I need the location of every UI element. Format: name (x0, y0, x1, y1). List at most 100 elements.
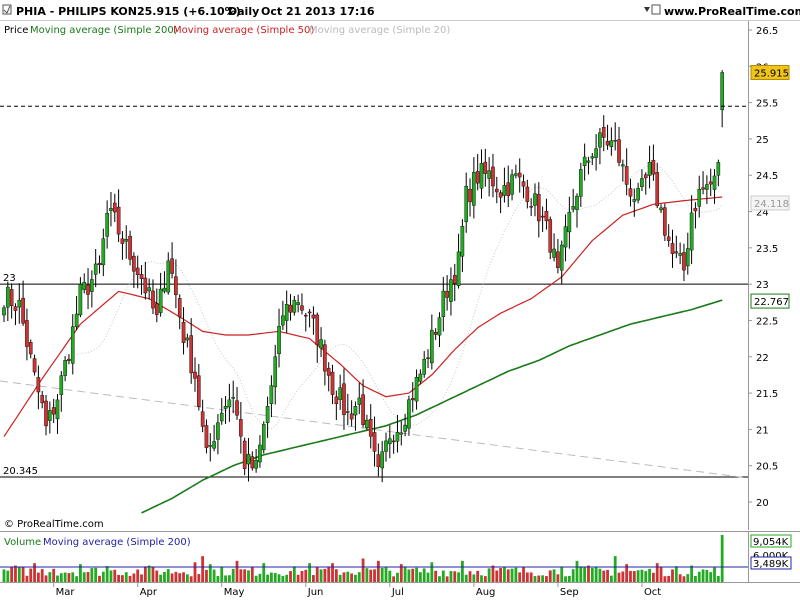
candle-up (216, 422, 220, 440)
candle-up (17, 299, 22, 308)
volume-bar (567, 575, 571, 582)
candle-down (544, 211, 549, 222)
volume-tick-label: 3,489K (753, 559, 789, 570)
volume-bar (625, 564, 629, 582)
volume-bar (552, 569, 556, 582)
volume-bar (90, 568, 94, 582)
candle-down (132, 255, 136, 272)
volume-bar (365, 568, 369, 582)
volume-bar (564, 576, 567, 582)
candle-up (319, 339, 323, 349)
volume-legend: Volume Moving average (Simple 200) (4, 537, 191, 548)
volume-bar (399, 564, 403, 582)
volume-tag-bg (750, 556, 792, 570)
volume-bar (525, 572, 529, 582)
volume-bar (86, 572, 90, 582)
candle-down (376, 454, 381, 467)
volume-bar (392, 576, 396, 582)
candle-down (674, 251, 679, 254)
candle-up (388, 438, 392, 444)
volume-bar (143, 566, 147, 582)
candle-down (189, 335, 193, 374)
volume-bar (606, 569, 609, 582)
volume-bar (331, 563, 334, 582)
volume-bar (227, 575, 231, 582)
candle-up (212, 441, 216, 449)
volume-bar (197, 574, 201, 582)
candle-up (647, 161, 652, 176)
candle-up (579, 169, 583, 197)
symbol-menu-icon[interactable] (2, 4, 12, 15)
candle-down (701, 187, 705, 190)
candle-down (135, 267, 140, 275)
volume-bar (147, 565, 151, 582)
volume-bar (10, 567, 14, 582)
candle-up (365, 419, 369, 428)
candle-up (460, 226, 465, 257)
candle-up (609, 140, 614, 148)
candle-down (193, 371, 197, 379)
volume-bar (457, 572, 460, 582)
volume-bar (384, 567, 388, 582)
candle-up (621, 164, 625, 167)
volume-bar (220, 566, 224, 582)
support-resistance-lines: 23 20.345 (0, 273, 748, 478)
candle-down (548, 219, 553, 253)
candle-up (598, 132, 602, 148)
volume-bar (415, 567, 418, 582)
price-axis: 26.52625.52524.52423.52322.52221.52120.5… (748, 26, 778, 509)
candle-up (414, 377, 419, 402)
candle-down (51, 407, 56, 415)
volume-bar (587, 565, 590, 582)
candle-down (204, 425, 209, 448)
volume-bar (178, 573, 182, 582)
candle-down (200, 411, 205, 427)
volume-bar (380, 567, 384, 582)
chart-settings-icon[interactable] (644, 4, 661, 15)
volume-bar (212, 569, 216, 582)
volume-bar (396, 572, 399, 582)
candle-down (475, 171, 480, 184)
volume-bar (609, 575, 613, 582)
candle-down (521, 181, 526, 187)
price-tick-label: 26.5 (756, 26, 778, 37)
candle-up (124, 239, 129, 242)
timestamp: Oct 21 2013 17:16 (261, 5, 375, 18)
candle-down (651, 159, 656, 175)
volume-bar (48, 572, 52, 582)
candle-down (494, 188, 499, 193)
volume-bar (690, 565, 693, 582)
site-link[interactable]: www.ProRealTime.com (664, 5, 800, 18)
volume-bar (350, 573, 354, 582)
volume-bar (674, 566, 678, 582)
candle-down (334, 396, 339, 405)
candle-up (296, 302, 300, 305)
candle-up (502, 185, 507, 196)
candle-up (705, 184, 709, 190)
candle-up (59, 375, 64, 395)
volume-bar (166, 569, 170, 582)
candle-down (426, 357, 430, 360)
candle-down (498, 192, 503, 198)
candle-down (605, 140, 610, 146)
volume-bar (533, 576, 537, 582)
candle-down (529, 206, 533, 208)
current-price-tag: 25.915 (754, 68, 789, 79)
candle-up (147, 287, 151, 292)
period-label: Daily (228, 5, 259, 18)
candle-down (468, 188, 472, 203)
volume-bar (388, 570, 392, 582)
candle-down (617, 139, 621, 163)
candle-up (269, 385, 274, 404)
volume-bar (716, 575, 720, 582)
volume-bar (101, 571, 105, 582)
volume-bar (17, 566, 21, 582)
volume-bar (705, 569, 709, 582)
candle-up (437, 317, 442, 336)
candle-up (338, 387, 342, 400)
volume-bar (258, 573, 262, 582)
volume-bar (163, 572, 166, 582)
volume-bar (487, 568, 491, 582)
